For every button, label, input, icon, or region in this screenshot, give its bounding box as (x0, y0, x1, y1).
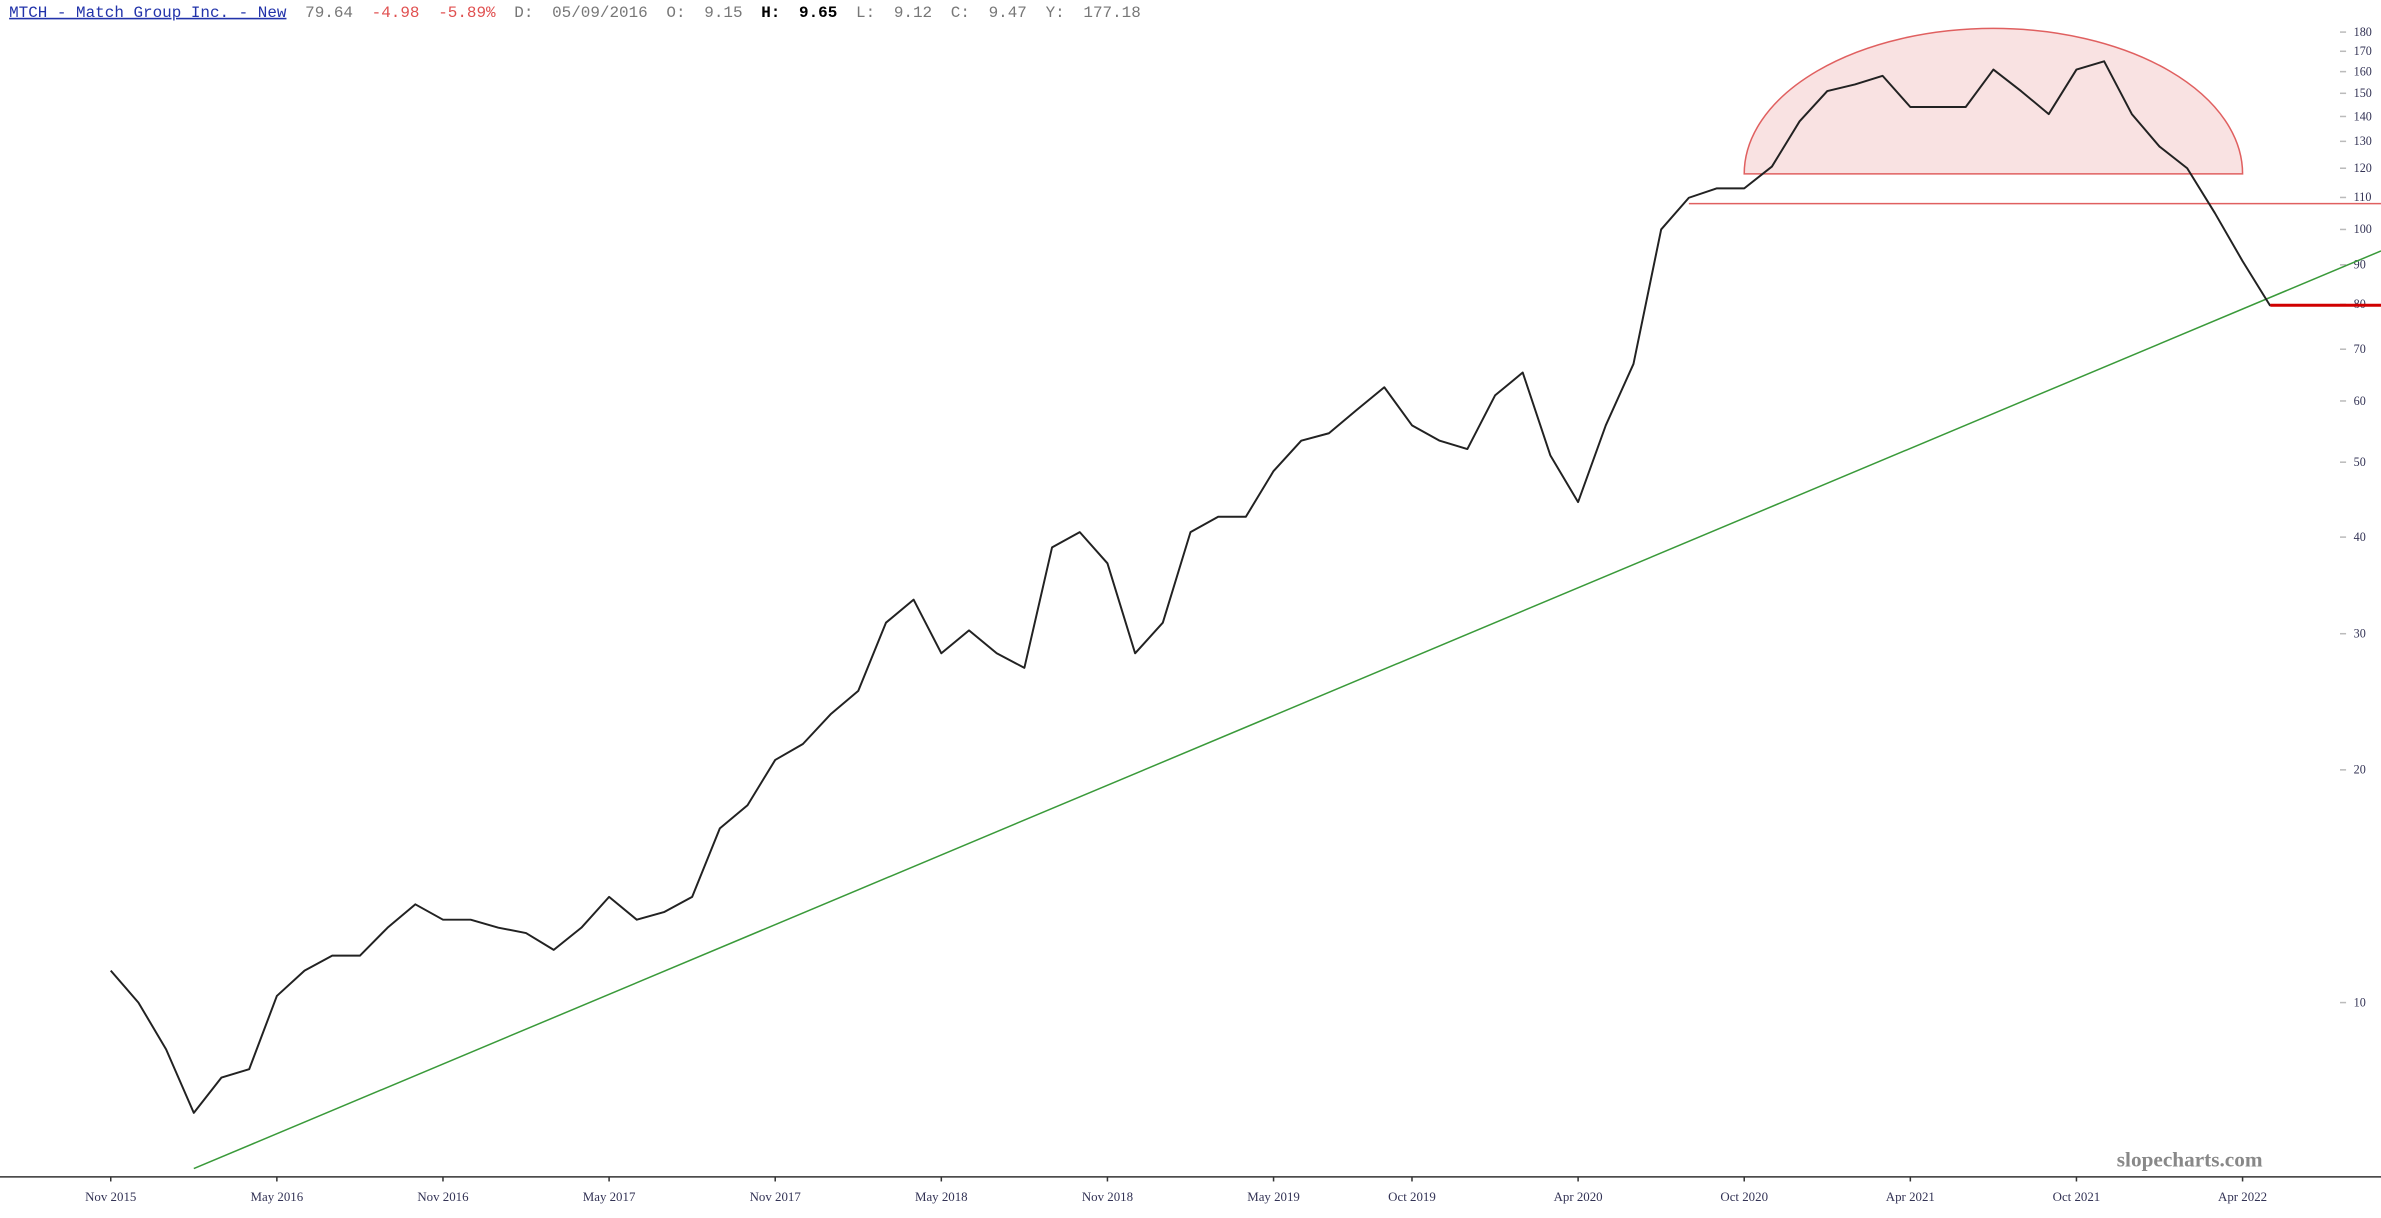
year-label: Y: (1046, 4, 1065, 22)
year-high: 177.18 (1083, 4, 1140, 22)
last-price: 79.64 (305, 4, 353, 22)
high-label: H: (761, 4, 780, 22)
change: -4.98 (372, 4, 420, 22)
symbol-link[interactable]: MTCH - Match Group Inc. - New (9, 4, 287, 22)
y-tick-label: 10 (2354, 995, 2366, 1009)
x-tick-label: Apr 2022 (2218, 1190, 2267, 1204)
x-tick-label: Nov 2015 (85, 1190, 136, 1204)
y-tick-label: 20 (2354, 763, 2366, 777)
open: 9.15 (704, 4, 742, 22)
change-pct: -5.89% (438, 4, 496, 22)
y-tick-label: 50 (2354, 455, 2366, 469)
x-tick-label: Apr 2020 (1554, 1190, 1603, 1204)
x-tick-label: Nov 2017 (750, 1190, 802, 1204)
price-line (109, 60, 2272, 1114)
y-tick-label: 130 (2354, 134, 2372, 148)
x-tick-label: May 2016 (251, 1190, 304, 1204)
y-tick-label: 180 (2354, 25, 2372, 39)
x-tick-label: Oct 2019 (1388, 1190, 1436, 1204)
close: 9.47 (989, 4, 1027, 22)
y-tick-label: 120 (2354, 161, 2372, 175)
y-tick-label: 110 (2354, 190, 2372, 204)
low: 9.12 (894, 4, 932, 22)
x-tick-label: Apr 2021 (1886, 1190, 1935, 1204)
high: 9.65 (799, 4, 837, 22)
y-tick-label: 160 (2354, 64, 2372, 78)
x-tick-label: Nov 2018 (1082, 1190, 1133, 1204)
y-tick-label: 100 (2354, 222, 2372, 236)
close-label: C: (951, 4, 970, 22)
y-tick-label: 30 (2354, 627, 2366, 641)
y-tick-label: 170 (2354, 44, 2372, 58)
y-tick-label: 40 (2354, 530, 2366, 544)
x-tick-label: May 2018 (915, 1190, 968, 1204)
header: MTCH - Match Group Inc. - New 79.64 -4.9… (9, 4, 1141, 22)
dome (1743, 27, 2244, 175)
x-tick-label: May 2019 (1247, 1190, 1300, 1204)
y-tick-label: 140 (2354, 109, 2372, 123)
x-tick-label: Oct 2021 (2053, 1190, 2101, 1204)
open-label: O: (666, 4, 685, 22)
trendline (193, 250, 2381, 1170)
y-tick-label: 60 (2354, 394, 2366, 408)
x-tick-label: Oct 2020 (1720, 1190, 1768, 1204)
date: 05/09/2016 (552, 4, 648, 22)
watermark: slopecharts.com (2117, 1147, 2263, 1171)
x-tick-label: May 2017 (583, 1190, 636, 1204)
date-label: D: (514, 4, 533, 22)
x-tick-label: Nov 2016 (417, 1190, 469, 1204)
y-tick-label: 70 (2354, 342, 2366, 356)
y-tick-label: 150 (2354, 86, 2372, 100)
low-label: L: (856, 4, 875, 22)
